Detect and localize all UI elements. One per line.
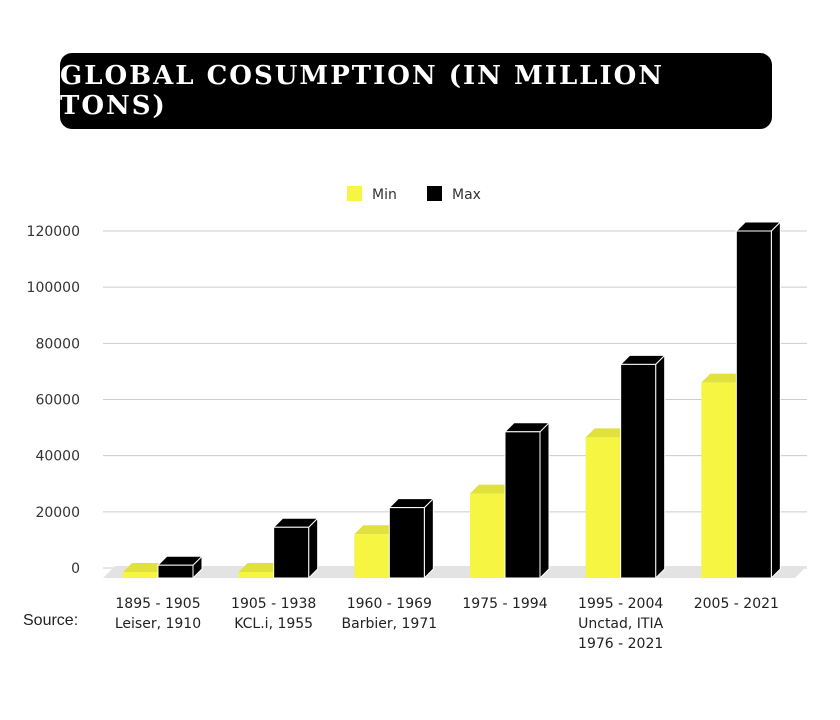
bar-front	[735, 230, 772, 579]
bar-front	[620, 363, 657, 579]
legend: Min Max	[347, 186, 481, 203]
legend-swatch	[347, 186, 362, 201]
axis-layer: 0 20000 40000 60000 80000 100000 120000 1895 - …	[27, 224, 779, 652]
bar-top	[354, 525, 399, 535]
y-tick-label: 0	[71, 561, 80, 577]
category-source-label: Leiser, 1910	[115, 616, 201, 632]
category-source-label: KCL.i, 1955	[234, 616, 313, 632]
legend-swatch	[427, 186, 442, 201]
bar-front	[273, 526, 310, 579]
bar-side	[655, 354, 666, 580]
bar-side	[539, 421, 550, 580]
bar	[503, 421, 551, 580]
bar-front	[701, 382, 737, 578]
y-tick-label: 80000	[35, 336, 80, 352]
bar	[156, 554, 204, 580]
bar-front	[157, 564, 194, 579]
y-tick-label: 40000	[35, 449, 80, 465]
bar-front	[238, 572, 274, 578]
bar	[619, 354, 666, 580]
bars-layer	[123, 220, 782, 580]
y-tick-label: 100000	[27, 280, 80, 296]
bar-top	[701, 373, 746, 383]
category-source-label: Barbier, 1971	[342, 616, 438, 632]
bar-front	[354, 534, 390, 578]
x-tick-label: 1895 - 1905	[115, 596, 200, 612]
bar-top	[470, 484, 514, 494]
bar-top	[238, 563, 283, 572]
category-source-label: Unctad, ITIA	[578, 616, 663, 632]
bar-front	[388, 507, 425, 579]
bar	[388, 497, 435, 580]
bar-side	[770, 220, 781, 580]
bar-front	[470, 493, 505, 578]
legend-label: Min	[372, 187, 397, 203]
y-tick-label: 20000	[35, 505, 80, 521]
bar	[735, 220, 782, 580]
x-tick-label: 1995 - 2004	[578, 596, 663, 612]
y-tick-label: 60000	[35, 393, 80, 409]
y-tick-label: 120000	[27, 224, 80, 240]
bar-front	[123, 572, 158, 578]
bar-top	[585, 428, 630, 438]
bar-top	[123, 563, 167, 572]
chart-title: GLOBAL COSUMPTION (IN MILLION TONS)	[60, 61, 665, 121]
x-tick-label: 2005 - 2021	[694, 596, 779, 612]
x-tick-label: 1905 - 1938	[231, 596, 316, 612]
bar-front	[585, 437, 621, 578]
bar	[272, 517, 319, 580]
bar-side	[308, 517, 319, 580]
title-banner: GLOBAL COSUMPTION (IN MILLION TONS)	[60, 53, 772, 129]
source-label: Source:	[23, 612, 79, 629]
legend-label: Max	[452, 187, 481, 203]
bar-front	[504, 431, 541, 579]
category-source-label: 1976 - 2021	[578, 636, 663, 652]
x-tick-label: 1960 - 1969	[347, 596, 432, 612]
x-tick-label: 1975 - 1994	[462, 596, 547, 612]
bar-side	[423, 497, 434, 580]
